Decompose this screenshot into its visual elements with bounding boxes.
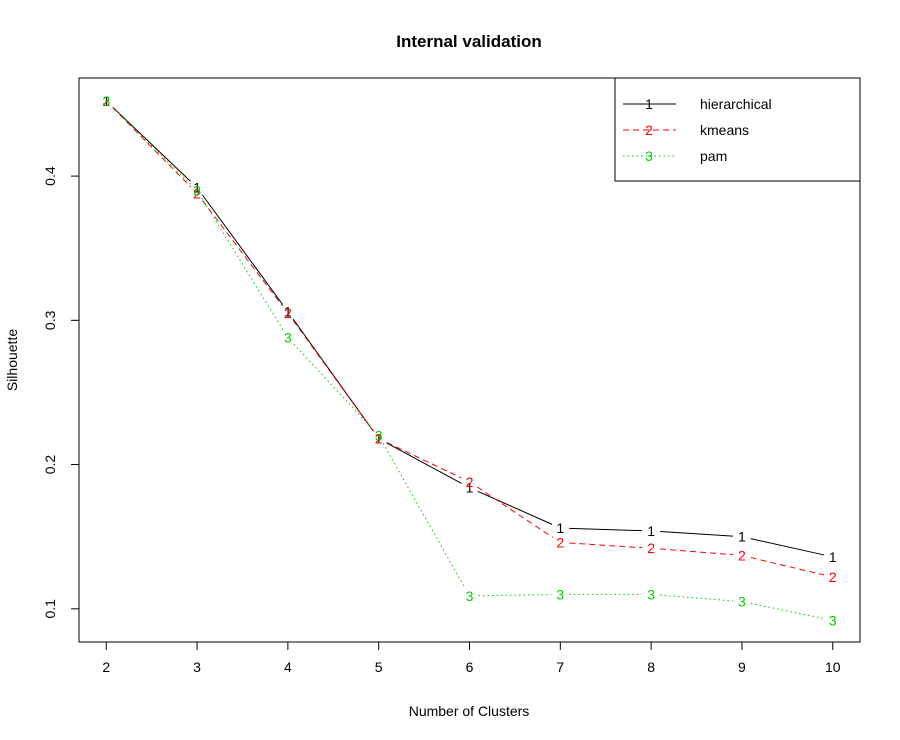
series-line-segment — [386, 442, 462, 479]
data-point-kmeans: 2 — [647, 540, 655, 556]
series-pam: 3 3 3 3 3 3 3 3 3 — [102, 93, 837, 628]
y-tick-label: 0.4 — [42, 166, 58, 186]
y-tick-label: 0.3 — [42, 310, 58, 330]
data-point-hierarchical: 1 — [466, 480, 474, 496]
series-line-segment — [201, 194, 283, 305]
x-axis-label: Number of Clusters — [409, 703, 530, 719]
series-hierarchical: 1 1 1 1 1 1 1 1 1 — [102, 93, 837, 565]
legend-symbol: 2 — [645, 122, 653, 138]
legend-symbol: 3 — [645, 148, 653, 164]
y-axis: 0.1 0.2 0.3 0.4 — [42, 166, 80, 619]
x-tick-label: 6 — [466, 659, 474, 675]
series-line-segment — [292, 320, 374, 432]
data-point-pam: 3 — [102, 93, 110, 109]
x-tick-label: 7 — [556, 659, 564, 675]
data-point-pam: 3 — [556, 586, 564, 602]
data-point-hierarchical: 1 — [738, 529, 746, 545]
series-line-segment — [750, 602, 825, 620]
series-line-segment — [292, 318, 374, 432]
x-tick-label: 3 — [193, 659, 201, 675]
x-tick-label: 5 — [375, 659, 383, 675]
data-point-pam: 3 — [284, 330, 292, 346]
series-line-segment — [201, 197, 284, 331]
series-line-segment — [478, 594, 552, 597]
series-line-segment — [293, 343, 373, 430]
data-point-hierarchical: 1 — [284, 304, 292, 320]
data-point-hierarchical: 1 — [375, 431, 383, 447]
legend-symbol: 1 — [645, 96, 653, 112]
series-line-segment — [112, 106, 191, 182]
series-line-segment — [660, 531, 733, 537]
y-axis-label: Silhouette — [4, 329, 20, 391]
data-point-hierarchical: 1 — [193, 180, 201, 196]
series-line-segment — [112, 107, 192, 188]
series-line-segment — [386, 442, 462, 484]
series-line-segment — [660, 548, 734, 556]
data-point-kmeans: 2 — [284, 305, 292, 321]
series-line-segment — [202, 200, 283, 307]
series-line-segment — [382, 443, 466, 589]
y-tick-label: 0.1 — [42, 599, 58, 619]
legend-item-hierarchical: 1 hierarchical — [623, 96, 772, 112]
legend-label: pam — [700, 148, 727, 164]
x-tick-label: 8 — [647, 659, 655, 675]
data-point-kmeans: 2 — [829, 569, 837, 585]
series-line-segment — [569, 527, 643, 532]
data-point-pam: 3 — [829, 612, 837, 628]
data-point-pam: 3 — [466, 588, 474, 604]
legend-item-kmeans: 2 kmeans — [623, 122, 749, 138]
data-point-kmeans: 2 — [556, 534, 564, 550]
data-point-kmeans: 2 — [102, 93, 110, 109]
x-tick-label: 10 — [825, 659, 841, 675]
data-point-pam: 3 — [193, 183, 201, 199]
series-line-segment — [476, 486, 554, 538]
x-axis: 2 3 4 5 6 7 8 9 10 — [102, 641, 841, 675]
x-tick-label: 4 — [284, 659, 292, 675]
data-point-pam: 3 — [738, 594, 746, 610]
series-line-segment — [569, 542, 643, 549]
legend-label: kmeans — [700, 122, 749, 138]
legend-label: hierarchical — [700, 96, 772, 112]
data-point-hierarchical: 1 — [102, 93, 110, 109]
data-point-pam: 3 — [375, 428, 383, 444]
series-kmeans: 2 2 2 2 2 2 2 2 2 — [102, 93, 837, 585]
series-line-segment — [750, 538, 825, 556]
series-line-segment — [750, 557, 825, 576]
series-line-segment — [660, 594, 734, 602]
data-point-kmeans: 2 — [193, 185, 201, 201]
data-point-kmeans: 2 — [738, 547, 746, 563]
x-tick-label: 2 — [102, 659, 110, 675]
data-point-hierarchical: 1 — [829, 549, 837, 565]
chart-title: Internal validation — [396, 32, 541, 51]
legend: 1 hierarchical 2 kmeans 3 pam — [614, 77, 861, 182]
series-line-segment — [112, 107, 191, 185]
y-tick-label: 0.2 — [42, 455, 58, 475]
x-tick-label: 9 — [738, 659, 746, 675]
data-point-kmeans: 2 — [375, 431, 383, 447]
data-point-pam: 3 — [647, 586, 655, 602]
data-point-hierarchical: 1 — [647, 523, 655, 539]
series-line-segment — [477, 490, 553, 525]
data-point-kmeans: 2 — [466, 474, 474, 490]
legend-item-pam: 3 pam — [623, 148, 727, 164]
data-point-hierarchical: 1 — [556, 520, 564, 536]
